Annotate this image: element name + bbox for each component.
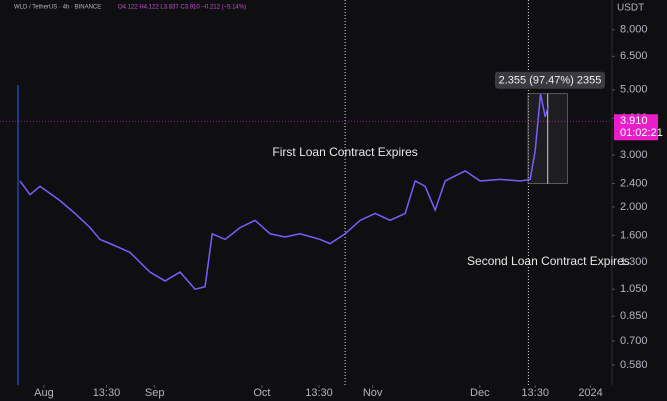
y-tick-label: 2.000 [620,201,648,213]
y-tick-label: 1.300 [620,256,648,268]
y-tick-label: 1.600 [620,229,648,241]
y-tick-label: 5.000 [620,84,648,96]
measure-label-bg [495,71,605,89]
y-tick-label: 8.000 [620,24,648,36]
price-line [19,93,550,291]
annotation: First Loan Contract Expires [272,145,417,159]
y-tick-label: 3.000 [620,149,648,161]
header: WLD / TetherUS · 4h · BINANCE [14,5,101,11]
ohlc: O4.122 H4.122 L3.837 C3.910 −0.212 (−5.1… [118,5,246,11]
measure-label: 2.355 (97.47%) 2355 [499,75,602,87]
y-tick-label: 0.580 [620,359,648,371]
x-tick-label: 13:30 [305,387,333,399]
x-tick-label: Oct [253,387,270,399]
y-tick-label: 6.500 [620,50,648,62]
countdown: 01:02:21 [620,127,663,139]
x-tick-label: 2024 [578,387,602,399]
currency: USDT [617,3,644,14]
x-tick-label: 13:30 [93,387,121,399]
last-price-label: 3.910 [620,115,648,127]
y-tick-label: 1.050 [620,283,648,295]
x-tick-label: Sep [145,387,165,399]
x-tick-label: Dec [470,387,490,399]
x-tick-label: Nov [363,387,383,399]
y-tick-label: 0.700 [620,335,648,347]
y-tick-label: 0.850 [620,310,648,322]
last-price-bg [614,114,658,141]
y-tick-label: 2.400 [620,177,648,189]
x-tick-label: Aug [34,387,54,399]
annotation: Second Loan Contract Expires [467,254,630,268]
x-tick-label: 13:30 [521,387,549,399]
